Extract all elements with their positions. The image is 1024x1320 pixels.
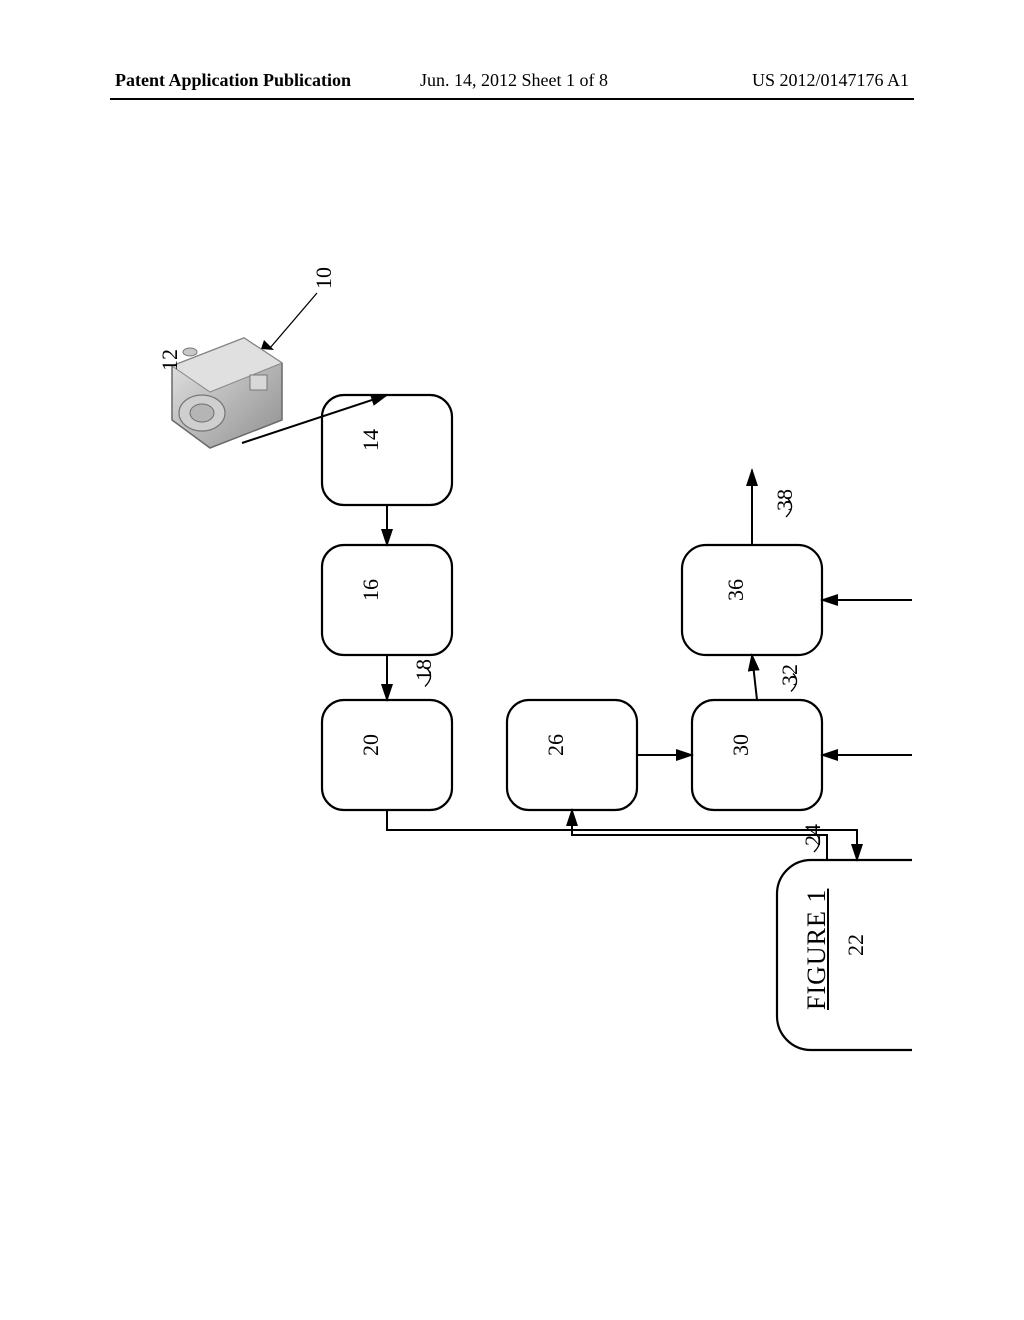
ref-label-10: 10 (311, 267, 337, 289)
header-patent-number: US 2012/0147176 A1 (752, 70, 909, 91)
ref-label-12: 12 (157, 349, 183, 371)
arrow-30-36 (752, 655, 757, 700)
header-rule (110, 98, 914, 100)
ref-label-26: 26 (543, 734, 569, 756)
ref-label-30: 30 (728, 734, 754, 756)
camera-icon (172, 338, 282, 448)
ref-label-38: 38 (772, 489, 798, 511)
arrow-22-30 (822, 755, 912, 955)
node-30 (692, 700, 822, 810)
node-36 (682, 545, 822, 655)
arrow-22-26 (572, 810, 827, 860)
ref-label-24: 24 (800, 824, 826, 846)
node-16 (322, 545, 452, 655)
header-publication-type: Patent Application Publication (115, 70, 351, 91)
ref-label-20: 20 (358, 734, 384, 756)
ref-label-16: 16 (358, 579, 384, 601)
header-date-sheet: Jun. 14, 2012 Sheet 1 of 8 (420, 70, 608, 91)
ref-label-22: 22 (843, 934, 869, 956)
ref-label-32: 32 (777, 664, 803, 686)
node-26 (507, 700, 637, 810)
node-20 (322, 700, 452, 810)
ref-label-36: 36 (723, 579, 749, 601)
figure-caption: FIGURE 1 (802, 889, 832, 1010)
page-header: Patent Application Publication Jun. 14, … (0, 70, 1024, 100)
leader-line-10 (270, 293, 317, 348)
ref-label-18: 18 (411, 659, 437, 681)
figure-diagram: FIGURE 1 10 1416202226303612182428323438 (112, 170, 912, 1170)
node-14 (322, 395, 452, 505)
ref-label-14: 14 (358, 429, 384, 451)
